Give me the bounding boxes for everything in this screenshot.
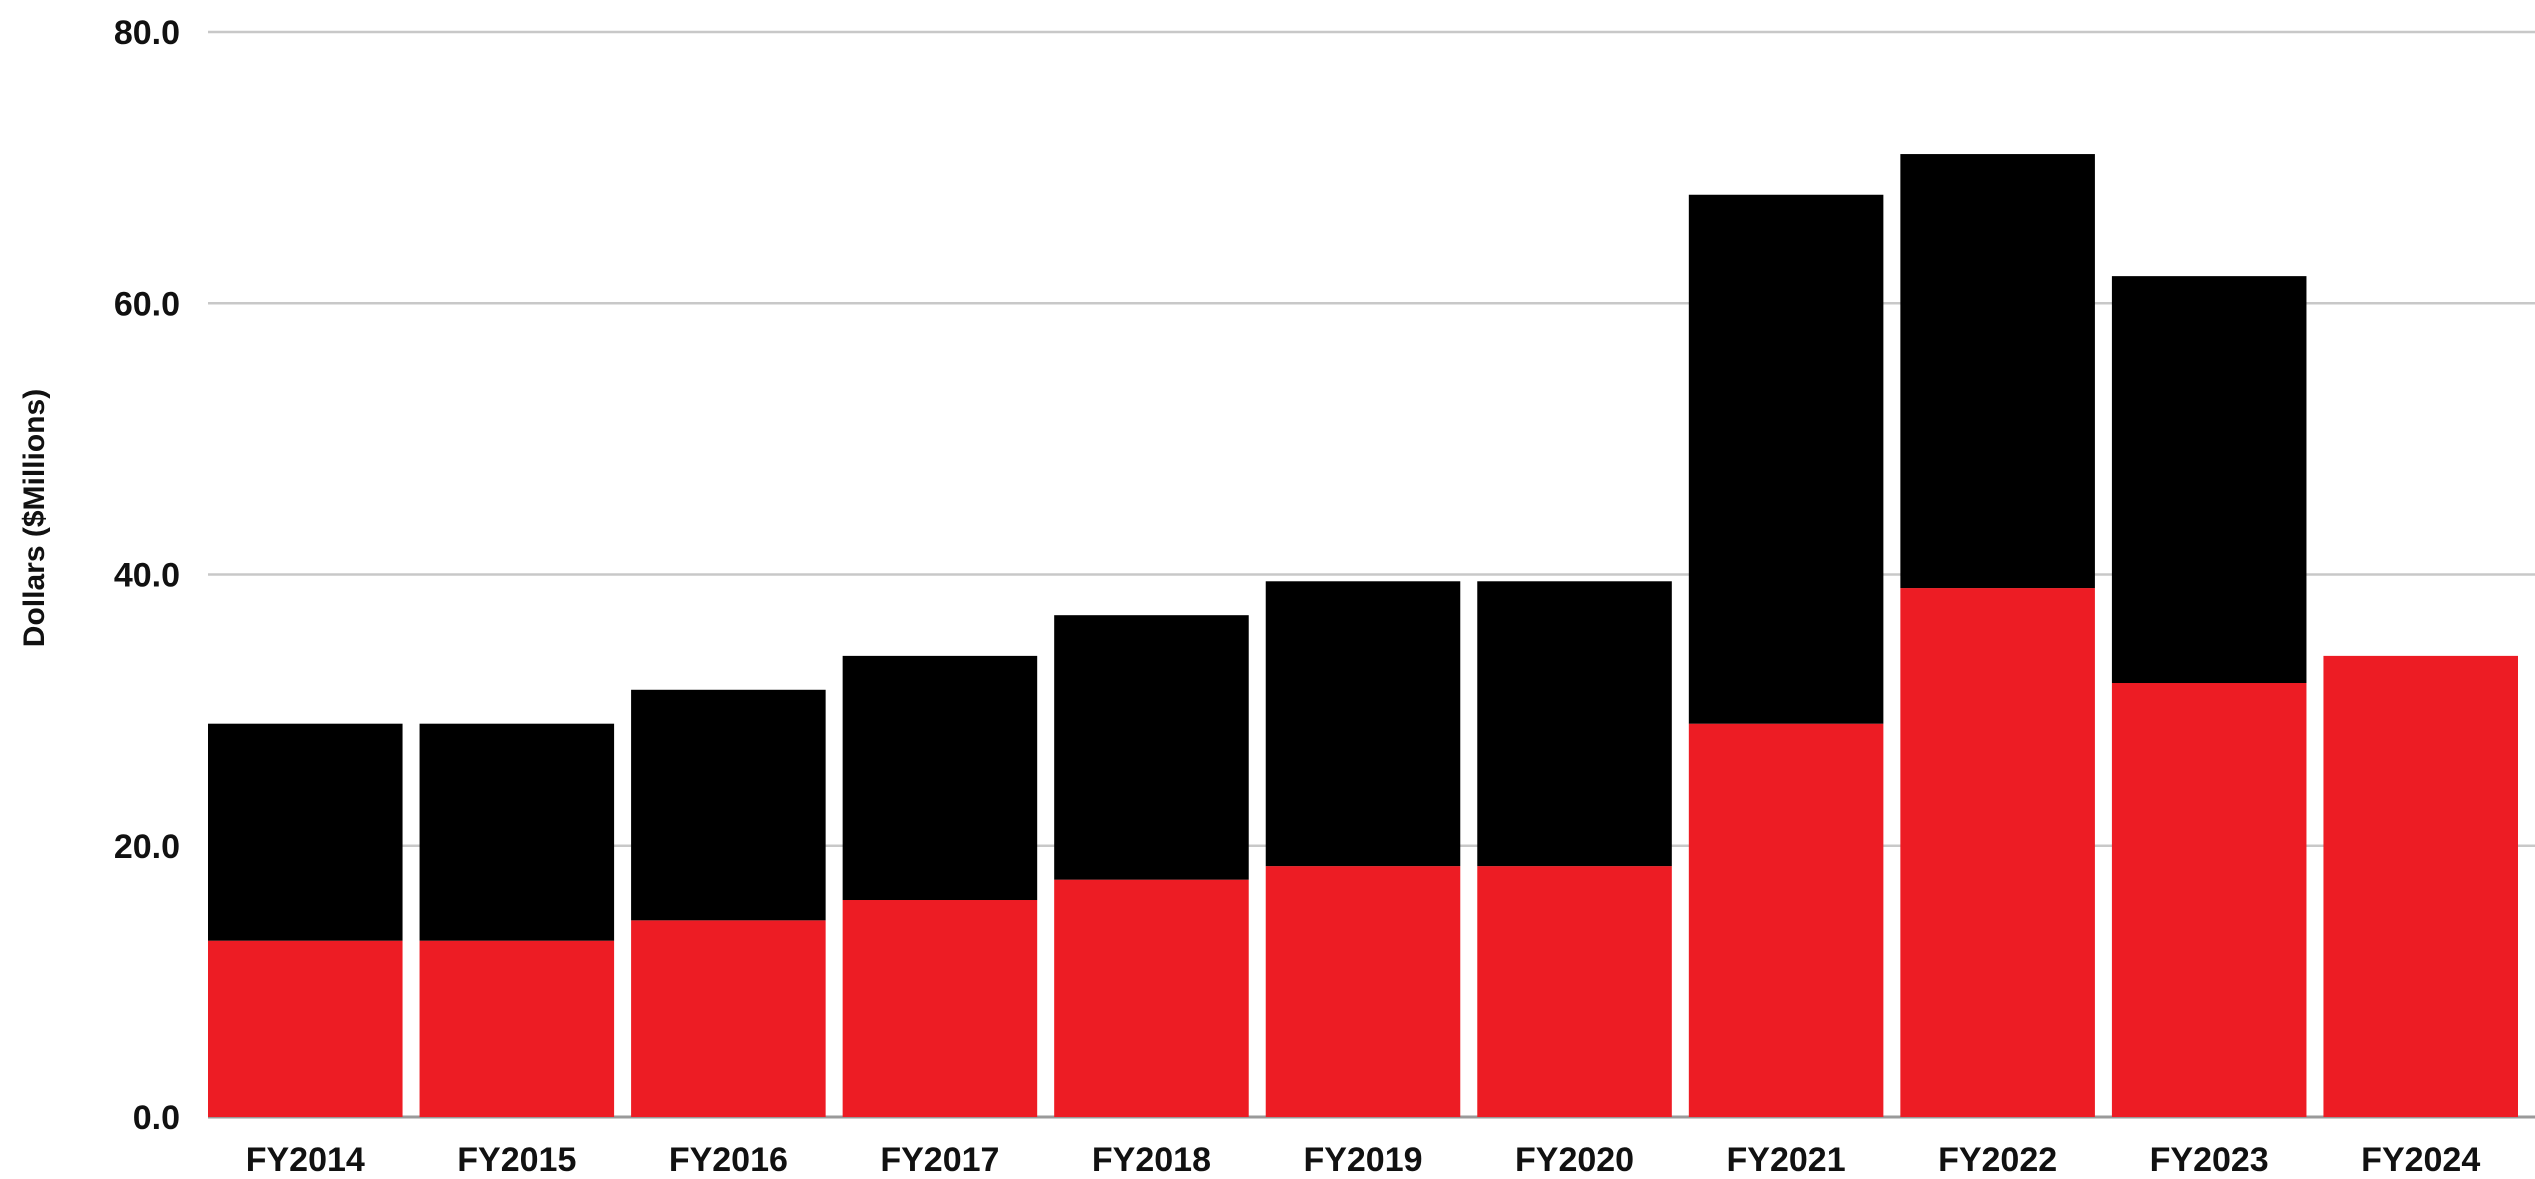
y-axis-tick-labels: 0.0 20.0 40.0 60.0 80.0 — [114, 14, 180, 1137]
x-tick-label: FY2021 — [1727, 1141, 1846, 1179]
y-tick-label: 0.0 — [133, 1099, 180, 1137]
bar-segment-top-fy2020 — [1477, 581, 1672, 867]
bar-segment-bottom-fy2019 — [1265, 866, 1461, 1117]
bar-segment-top-fy2022 — [1900, 154, 2095, 589]
x-tick-label: FY2016 — [669, 1141, 788, 1179]
bar-segment-bottom-fy2016 — [631, 920, 826, 1117]
x-tick-label: FY2019 — [1303, 1141, 1422, 1179]
x-tick-label: FY2014 — [246, 1141, 365, 1179]
x-tick-label: FY2015 — [457, 1141, 576, 1179]
bar-segment-top-fy2016 — [631, 689, 826, 921]
bar-segment-top-fy2021 — [1688, 194, 1884, 724]
bar-segment-bottom-fy2022 — [1900, 588, 2095, 1117]
bar-segment-top-fy2019 — [1265, 581, 1461, 867]
y-axis-title: Dollars ($Millions) — [18, 389, 51, 647]
bar-segment-top-fy2023 — [2111, 276, 2307, 684]
bar-segment-bottom-fy2021 — [1688, 723, 1884, 1117]
bar-segment-bottom-fy2018 — [1054, 879, 1249, 1117]
y-tick-label: 40.0 — [114, 557, 180, 595]
bar-segment-top-fy2014 — [208, 723, 403, 941]
x-tick-label: FY2020 — [1515, 1141, 1634, 1179]
x-tick-label: FY2023 — [2150, 1141, 2269, 1179]
y-tick-label: 20.0 — [114, 828, 180, 866]
bar-segment-top-fy2018 — [1054, 615, 1249, 880]
y-tick-label: 80.0 — [114, 14, 180, 52]
bar-segment-bottom-fy2014 — [208, 940, 403, 1117]
x-tick-label: FY2018 — [1092, 1141, 1211, 1179]
bar-segment-bottom-fy2020 — [1477, 866, 1672, 1117]
bar-segment-top-fy2015 — [419, 723, 615, 941]
y-tick-label: 60.0 — [114, 285, 180, 323]
bar-segment-top-fy2017 — [842, 655, 1038, 901]
bar-segment-bottom-fy2023 — [2111, 683, 2307, 1117]
x-tick-label: FY2024 — [2361, 1141, 2480, 1179]
bar-segment-bottom-fy2015 — [419, 940, 615, 1117]
bar-segment-bottom-fy2024 — [2323, 655, 2518, 1118]
x-axis-tick-labels: FY2014 FY2015 FY2016 FY2017 FY2018 FY2019 FY20… — [246, 1141, 2481, 1179]
x-tick-label: FY2022 — [1938, 1141, 2057, 1179]
bars — [208, 154, 2518, 1118]
x-tick-label: FY2017 — [880, 1141, 999, 1179]
bar-segment-bottom-fy2017 — [842, 900, 1038, 1117]
